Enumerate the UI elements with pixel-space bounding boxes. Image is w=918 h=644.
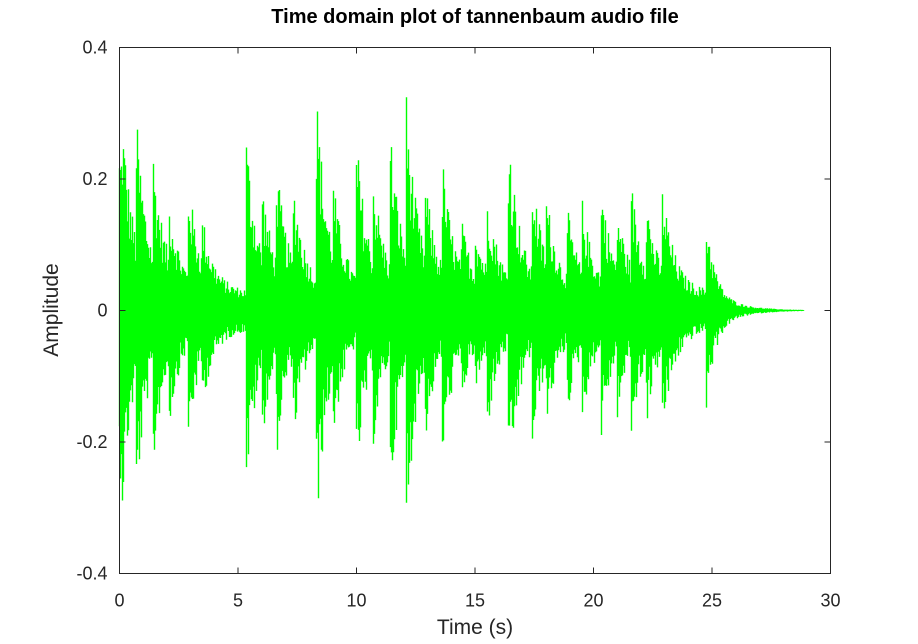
x-tick-label: 10 xyxy=(346,591,366,611)
x-tick-label: 25 xyxy=(702,591,722,611)
y-axis-label: Amplitude xyxy=(40,263,63,356)
axis-ticks: 0 5 10 15 20 25 30 -0.4 -0.2 0 0.2 0.4 xyxy=(76,38,840,611)
x-tick-label: 5 xyxy=(233,591,243,611)
y-tick-label: 0 xyxy=(97,301,107,321)
y-tick-label: 0.2 xyxy=(82,169,107,189)
x-tick-label: 30 xyxy=(820,591,840,611)
x-tick-label: 15 xyxy=(465,591,485,611)
x-axis-label: Time (s) xyxy=(437,616,513,639)
x-tick-label: 20 xyxy=(583,591,603,611)
y-tick-label: -0.4 xyxy=(76,564,107,584)
y-tick-label: -0.2 xyxy=(76,432,107,452)
plot-area xyxy=(118,97,805,503)
waveform-series xyxy=(118,97,805,503)
x-tick-label: 0 xyxy=(114,591,124,611)
y-tick-label: 0.4 xyxy=(82,38,107,58)
chart-title: Time domain plot of tannenbaum audio fil… xyxy=(271,6,678,28)
